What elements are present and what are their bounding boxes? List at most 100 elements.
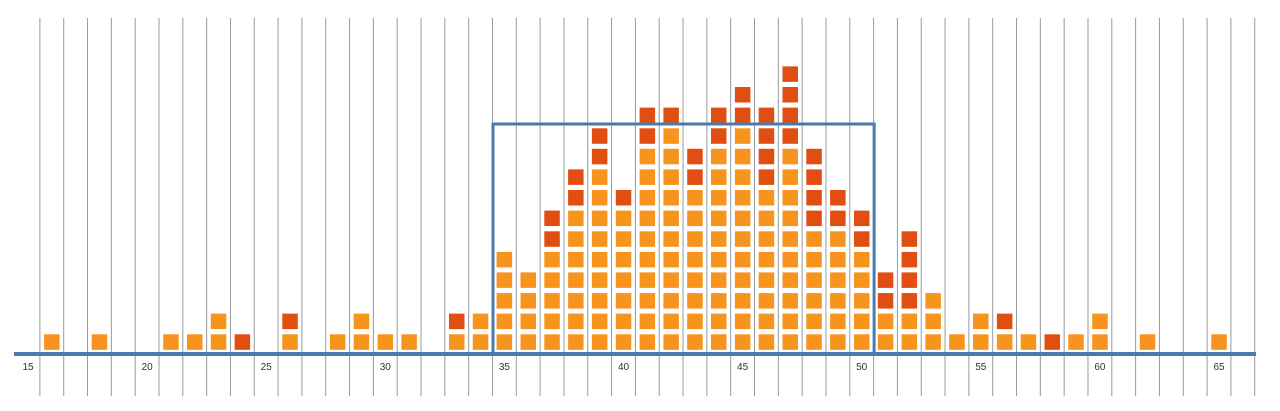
dot-square [663, 231, 679, 247]
dot-square [639, 272, 656, 288]
dot-square [734, 107, 751, 124]
x-tick-label: 15 [22, 362, 34, 373]
dot-square [758, 148, 775, 165]
dot-square [782, 231, 798, 247]
dot-square [687, 313, 703, 330]
dot-square [758, 169, 775, 185]
dot-square [663, 251, 679, 268]
dot-square [234, 334, 251, 350]
dot-square [187, 334, 203, 350]
dot-square [830, 190, 846, 206]
dot-square [544, 293, 560, 309]
dot-square [830, 313, 846, 330]
dot-square [496, 293, 513, 309]
dot-square [782, 107, 798, 124]
dot-square [353, 334, 370, 350]
dot-square [758, 272, 775, 288]
dot-square [1211, 334, 1227, 350]
dot-square [711, 190, 727, 206]
dot-square [639, 210, 656, 227]
dot-square [472, 313, 489, 330]
dot-square [806, 313, 822, 330]
dot-square [639, 148, 656, 165]
dot-square [830, 231, 846, 247]
x-tick-label: 60 [1094, 362, 1106, 373]
dot-square [711, 272, 727, 288]
dot-square [925, 334, 941, 350]
dot-square [568, 190, 584, 206]
dot-square [687, 231, 703, 247]
dot-square [782, 334, 798, 350]
dot-square [1044, 334, 1060, 350]
dot-square [663, 107, 679, 124]
x-tick-label: 20 [142, 362, 154, 373]
dot-square [210, 313, 227, 330]
dot-square [782, 128, 798, 144]
dot-square [711, 128, 727, 144]
dot-square [949, 334, 965, 350]
dot-square [854, 210, 870, 227]
dot-square [1092, 313, 1108, 330]
dot-square [854, 272, 870, 288]
dot-square [734, 169, 751, 185]
dot-square [663, 148, 679, 165]
dot-square [996, 334, 1013, 350]
dot-square [758, 293, 775, 309]
dot-square [615, 251, 632, 268]
dot-square [449, 313, 465, 330]
dot-square [591, 313, 608, 330]
dot-square [854, 334, 870, 350]
x-tick-label: 30 [380, 362, 392, 373]
dot-square [639, 293, 656, 309]
dot-square [568, 272, 584, 288]
dot-square [91, 334, 108, 350]
dot-square [520, 272, 536, 288]
dot-square [711, 251, 727, 268]
dot-square [734, 148, 751, 165]
dot-square [544, 251, 560, 268]
dot-square [591, 210, 608, 227]
dot-square [663, 128, 679, 144]
dot-square [639, 251, 656, 268]
dot-square [687, 272, 703, 288]
dot-square [591, 231, 608, 247]
dot-square [734, 87, 751, 103]
dot-square [806, 148, 822, 165]
dot-square [329, 334, 346, 350]
dot-square [615, 272, 632, 288]
dot-square [758, 128, 775, 144]
dot-square [806, 169, 822, 185]
dot-square [353, 313, 370, 330]
dot-square [1068, 334, 1084, 350]
dot-square [639, 313, 656, 330]
dot-square [568, 251, 584, 268]
dot-square [591, 272, 608, 288]
dot-square [996, 313, 1013, 330]
x-axis-ticks: 15 20 25 30 35 40 45 50 55 60 65 [22, 362, 1225, 373]
dot-square [210, 334, 227, 350]
x-tick-label: 65 [1213, 362, 1225, 373]
dot-square [687, 210, 703, 227]
dot-square [711, 107, 727, 124]
dot-square [734, 251, 751, 268]
dot-square [782, 66, 798, 82]
dot-square [711, 169, 727, 185]
dot-square [734, 231, 751, 247]
dot-square [782, 251, 798, 268]
dot-square [758, 210, 775, 227]
dot-square [734, 210, 751, 227]
dot-squares [44, 66, 1227, 350]
dot-square [806, 334, 822, 350]
dot-square [901, 334, 918, 350]
dot-square [734, 293, 751, 309]
dot-square [901, 231, 918, 247]
dot-square [544, 313, 560, 330]
dot-square [496, 272, 513, 288]
dot-square [401, 334, 417, 350]
dot-square [758, 334, 775, 350]
dot-square [44, 334, 60, 350]
dot-square [591, 128, 608, 144]
dot-square [591, 190, 608, 206]
dot-square [615, 190, 632, 206]
dot-square [639, 128, 656, 144]
